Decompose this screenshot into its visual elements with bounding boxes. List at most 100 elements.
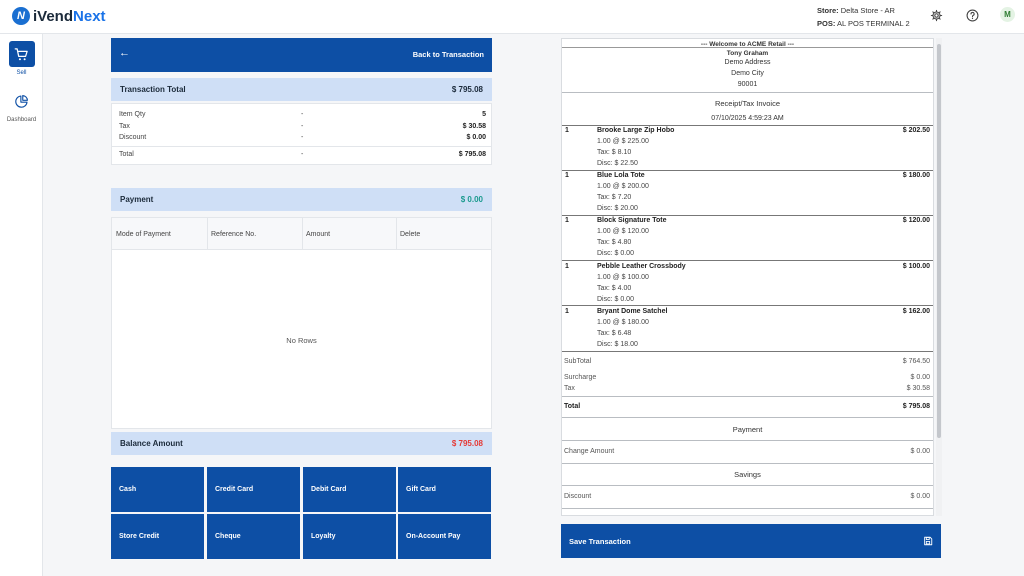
receipt-divider: [562, 396, 933, 397]
item-qty: 1: [565, 217, 569, 224]
balance-value: $ 795.08: [451, 439, 483, 448]
item-qty: 1: [565, 263, 569, 270]
receipt-value: $ 0.00: [910, 448, 930, 455]
back-to-transaction-button[interactable]: Back to Transaction: [412, 50, 484, 59]
avatar[interactable]: M: [1000, 7, 1015, 22]
receipt-city: Demo City: [731, 70, 764, 77]
receipt-divider: [562, 125, 933, 126]
receipt-label: SubTotal: [564, 358, 592, 365]
logo-suffix: Next: [73, 7, 106, 25]
receipt-divider: [562, 440, 933, 441]
tender-cash-button[interactable]: Cash: [111, 467, 204, 512]
summary-dash: -: [301, 134, 304, 141]
save-icon[interactable]: [923, 536, 933, 546]
store-value: Delta Store - AR: [840, 6, 895, 15]
receipt-discount-row: Discount $ 0.00: [562, 493, 933, 503]
item-name: Blue Lola Tote: [597, 172, 645, 179]
receipt-label: Change Amount: [564, 448, 615, 455]
receipt-divider: [562, 351, 933, 352]
item-price-line: 1.00 @ $ 120.00: [597, 228, 649, 235]
sidebar-item-dashboard[interactable]: Dashboard: [0, 88, 43, 123]
receipt-label: Surcharge: [564, 374, 597, 381]
pos-line: POS: AL POS TERMINAL 2: [817, 17, 910, 30]
tender-credit-card-button[interactable]: Credit Card: [207, 467, 300, 512]
column-header-reference-no[interactable]: Reference No.: [207, 218, 303, 250]
summary-value: 5: [482, 111, 486, 118]
pos-value: AL POS TERMINAL 2: [837, 19, 910, 28]
item-qty: 1: [565, 172, 569, 179]
column-header-amount[interactable]: Amount: [302, 218, 397, 250]
receipt-item-detail: Tax: $ 8.10: [562, 149, 933, 159]
receipt-item-detail: Disc: $ 18.00: [562, 341, 933, 351]
receipt-divider: [562, 215, 933, 216]
summary-label: Total: [119, 151, 134, 158]
transaction-summary: Item Qty - 5 Tax - $ 30.58 Discount - $ …: [111, 103, 492, 165]
item-disc-line: Disc: $ 20.00: [597, 205, 638, 212]
payment-label: Payment: [120, 195, 154, 204]
item-name: Pebble Leather Crossbody: [597, 263, 686, 270]
pos-label: POS:: [817, 19, 836, 28]
empty-table-message: No Rows: [286, 336, 317, 345]
receipt-value: $ 30.58: [906, 385, 930, 392]
tender-debit-card-button[interactable]: Debit Card: [303, 467, 396, 512]
receipt-divider: [562, 417, 933, 418]
column-header-delete[interactable]: Delete: [400, 231, 421, 238]
sell-button[interactable]: [8, 41, 35, 67]
receipt-address: Demo Address: [724, 59, 771, 66]
tender-store-credit-button[interactable]: Store Credit: [111, 514, 204, 559]
receipt-divider: [562, 47, 933, 48]
sidebar-item-sell[interactable]: Sell: [0, 41, 43, 76]
summary-value: $ 0.00: [466, 134, 486, 141]
column-header-mode-of-payment[interactable]: Mode of Payment: [112, 218, 208, 250]
receipt-item-detail: Disc: $ 20.00: [562, 205, 933, 215]
receipt-item-detail: Disc: $ 22.50: [562, 160, 933, 170]
receipt-divider: [562, 305, 933, 306]
transaction-total-band: Transaction Total $ 795.08: [111, 78, 492, 101]
receipt-divider: [562, 92, 933, 93]
item-price-line: 1.00 @ $ 225.00: [597, 138, 649, 145]
receipt-scrollbar[interactable]: [936, 38, 942, 516]
store-info: Store: Delta Store - AR POS: AL POS TERM…: [817, 4, 910, 30]
receipt-value: $ 0.00: [910, 374, 930, 381]
gear-icon[interactable]: [929, 8, 943, 22]
balance-label: Balance Amount: [120, 439, 183, 448]
receipt-value: $ 764.50: [902, 358, 930, 365]
logo-text: iVendNext: [33, 8, 106, 25]
receipt-item-detail: Tax: $ 4.80: [562, 239, 933, 249]
item-disc-line: Disc: $ 0.00: [597, 296, 634, 303]
item-name: Bryant Dome Satchel: [597, 308, 668, 315]
receipt-item-detail: Disc: $ 0.00: [562, 296, 933, 306]
tender-gift-card-button[interactable]: Gift Card: [398, 467, 491, 512]
tender-loyalty-button[interactable]: Loyalty: [303, 514, 396, 559]
item-amount: $ 100.00: [902, 263, 930, 270]
tender-cheque-button[interactable]: Cheque: [207, 514, 300, 559]
receipt-scroll-thumb[interactable]: [937, 44, 941, 438]
receipt-divider: [562, 508, 933, 509]
receipt-zip: 90001: [737, 81, 758, 88]
receipt-item-detail: Tax: $ 6.48: [562, 330, 933, 340]
payment-table: Mode of Payment Reference No. Amount Del…: [111, 217, 492, 429]
app-logo[interactable]: N iVendNext: [12, 7, 106, 25]
receipt-label: Total: [564, 403, 581, 410]
logo-prefix: iVend: [33, 7, 74, 25]
receipt-item-detail: 1.00 @ $ 180.00: [562, 319, 933, 329]
receipt-subtotal-row: SubTotal $ 764.50: [562, 358, 933, 368]
item-amount: $ 202.50: [902, 127, 930, 134]
receipt-label: Discount: [564, 493, 592, 500]
receipt-item-row: 1 Blue Lola Tote $ 180.00: [562, 172, 933, 182]
receipt-title: Receipt/Tax Invoice: [714, 99, 781, 108]
receipt-value: $ 795.08: [902, 403, 930, 410]
tender-on-account-pay-button[interactable]: On-Account Pay: [398, 514, 491, 559]
transaction-total-value: $ 795.08: [451, 85, 483, 94]
summary-value: $ 30.58: [462, 123, 486, 130]
back-arrow-icon[interactable]: ←: [119, 47, 130, 59]
summary-divider: [112, 146, 491, 147]
dashboard-button[interactable]: [9, 88, 35, 114]
summary-row-tax: Tax - $ 30.58: [112, 123, 493, 133]
item-tax-line: Tax: $ 6.48: [597, 330, 632, 337]
balance-band: Balance Amount $ 795.08: [111, 432, 492, 455]
save-transaction-button[interactable]: Save Transaction: [561, 524, 941, 558]
receipt-item-detail: 1.00 @ $ 120.00: [562, 228, 933, 238]
help-icon[interactable]: [965, 8, 979, 22]
back-to-transaction-bar[interactable]: ← Back to Transaction: [111, 38, 492, 72]
